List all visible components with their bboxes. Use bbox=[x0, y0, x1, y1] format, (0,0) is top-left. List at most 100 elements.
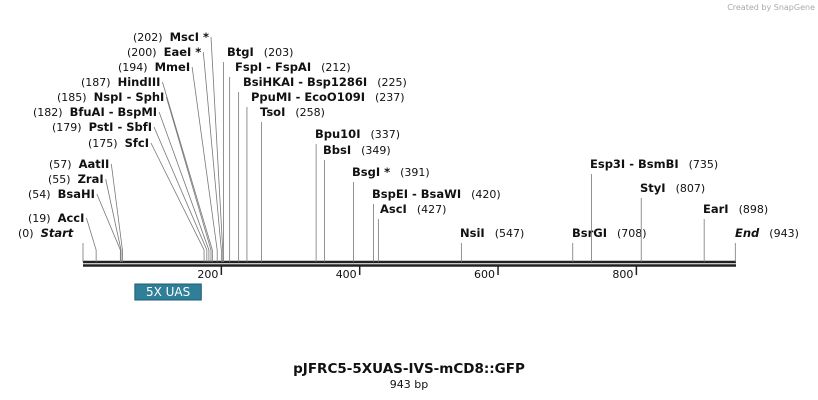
site-position: (202) bbox=[133, 31, 163, 44]
site-name: MmeI bbox=[155, 60, 191, 74]
site-label: Esp3I - BsmBI (735) bbox=[590, 157, 718, 171]
ruler-label: 200 bbox=[197, 268, 218, 281]
site-label: (57) AatII bbox=[49, 157, 109, 171]
site-name: BfuAI - BspMI bbox=[70, 105, 157, 119]
site-name: StyI bbox=[640, 181, 666, 195]
site-position: (735) bbox=[689, 158, 719, 171]
site-label: BspEI - BsaWI (420) bbox=[372, 187, 501, 201]
site-name: SfcI bbox=[125, 136, 149, 150]
length: 943 bp bbox=[390, 378, 428, 391]
site-label: AscI (427) bbox=[380, 202, 446, 216]
site-position: (57) bbox=[49, 158, 72, 171]
site-line bbox=[86, 217, 97, 262]
site-label: (200) EaeI * bbox=[127, 45, 201, 59]
site-line bbox=[210, 36, 224, 262]
site-label: (19) AccI bbox=[28, 211, 84, 225]
site-position: (203) bbox=[264, 46, 294, 59]
site-label: BsiHKAI - Bsp1286I (225) bbox=[243, 75, 407, 89]
site-name: AscI bbox=[380, 202, 407, 216]
site-position: (349) bbox=[361, 144, 391, 157]
ruler-label: 400 bbox=[336, 268, 357, 281]
ruler-label: 800 bbox=[612, 268, 633, 281]
site-position: (807) bbox=[676, 182, 706, 195]
site-name: NspI - SphI bbox=[94, 90, 165, 104]
site-name: PpuMI - EcoO109I bbox=[251, 90, 365, 104]
ruler-label: 600 bbox=[474, 268, 495, 281]
site-name: EaeI bbox=[164, 45, 192, 59]
site-label: Bpu10I (337) bbox=[315, 127, 400, 141]
site-label: (0) Start bbox=[18, 226, 74, 240]
brand: Created by SnapGene bbox=[727, 3, 815, 12]
site-position: (547) bbox=[495, 227, 525, 240]
site-name: BspEI - BsaWI bbox=[372, 187, 461, 201]
site-position: (391) bbox=[400, 166, 430, 179]
site-label: (187) HindIII bbox=[81, 75, 160, 89]
site-label: (54) BsaHI bbox=[28, 187, 95, 201]
site-name: Esp3I - BsmBI bbox=[590, 157, 679, 171]
site-label: BsgI * (391) bbox=[352, 165, 430, 179]
site-position: (258) bbox=[295, 106, 325, 119]
site-label: End (943) bbox=[735, 226, 799, 240]
site-position: (54) bbox=[28, 188, 51, 201]
site-name: End bbox=[735, 226, 760, 240]
site-position: (427) bbox=[417, 203, 447, 216]
site-position: (898) bbox=[739, 203, 769, 216]
site-label: (55) ZraI bbox=[48, 172, 104, 186]
site-label: NsiI (547) bbox=[460, 226, 524, 240]
site-line bbox=[96, 193, 121, 262]
site-position: (420) bbox=[471, 188, 501, 201]
site-position: (175) bbox=[88, 137, 118, 150]
site-line bbox=[158, 111, 210, 262]
site-label: (175) SfcI bbox=[88, 136, 149, 150]
site-position: (185) bbox=[57, 91, 87, 104]
site-name: FspI - FspAI bbox=[235, 60, 311, 74]
site-position: (237) bbox=[375, 91, 405, 104]
site-position: (708) bbox=[617, 227, 647, 240]
site-name: BsrGI bbox=[572, 226, 607, 240]
feature-label: 5X UAS bbox=[146, 285, 190, 299]
site-position: (19) bbox=[28, 212, 51, 225]
site-name: EarI bbox=[703, 202, 729, 216]
site-label: EarI (898) bbox=[703, 202, 768, 216]
site-label: (182) BfuAI - BspMI bbox=[33, 105, 157, 119]
site-label: FspI - FspAI (212) bbox=[235, 60, 351, 74]
site-name: Start bbox=[41, 226, 74, 240]
site-line bbox=[105, 178, 122, 262]
site-name: Bpu10I bbox=[315, 127, 360, 141]
site-name: ZraI bbox=[78, 172, 104, 186]
site-position: (200) bbox=[127, 46, 157, 59]
site-position: (225) bbox=[377, 76, 407, 89]
site-label: (194) MmeI bbox=[118, 60, 190, 74]
site-label: TsoI (258) bbox=[260, 105, 325, 119]
site-name: BsiHKAI - Bsp1286I bbox=[243, 75, 367, 89]
site-line bbox=[191, 66, 218, 262]
site-name: MscI bbox=[170, 30, 199, 44]
feature bbox=[134, 283, 202, 301]
site-position: (943) bbox=[769, 227, 799, 240]
site-name: BsgI bbox=[352, 165, 380, 179]
site-name: AatII bbox=[79, 157, 110, 171]
site-line bbox=[162, 81, 213, 262]
site-line bbox=[202, 51, 222, 262]
site-line bbox=[165, 96, 212, 262]
site-name: BbsI bbox=[323, 143, 351, 157]
site-marker: * bbox=[384, 165, 390, 179]
site-name: HindIII bbox=[118, 75, 161, 89]
site-position: (212) bbox=[321, 61, 351, 74]
site-position: (179) bbox=[52, 121, 82, 134]
site-position: (187) bbox=[81, 76, 111, 89]
site-name: TsoI bbox=[260, 105, 285, 119]
site-label: (202) MscI * bbox=[133, 30, 209, 44]
site-label: StyI (807) bbox=[640, 181, 705, 195]
site-name: PstI - SbfI bbox=[89, 120, 152, 134]
site-position: (194) bbox=[118, 61, 148, 74]
site-position: (55) bbox=[48, 173, 71, 186]
site-label: (179) PstI - SbfI bbox=[52, 120, 152, 134]
site-name: AccI bbox=[58, 211, 85, 225]
site-name: NsiI bbox=[460, 226, 485, 240]
site-label: BbsI (349) bbox=[323, 143, 391, 157]
site-label: BtgI (203) bbox=[227, 45, 293, 59]
site-marker: * bbox=[195, 45, 201, 59]
site-line bbox=[153, 126, 208, 262]
